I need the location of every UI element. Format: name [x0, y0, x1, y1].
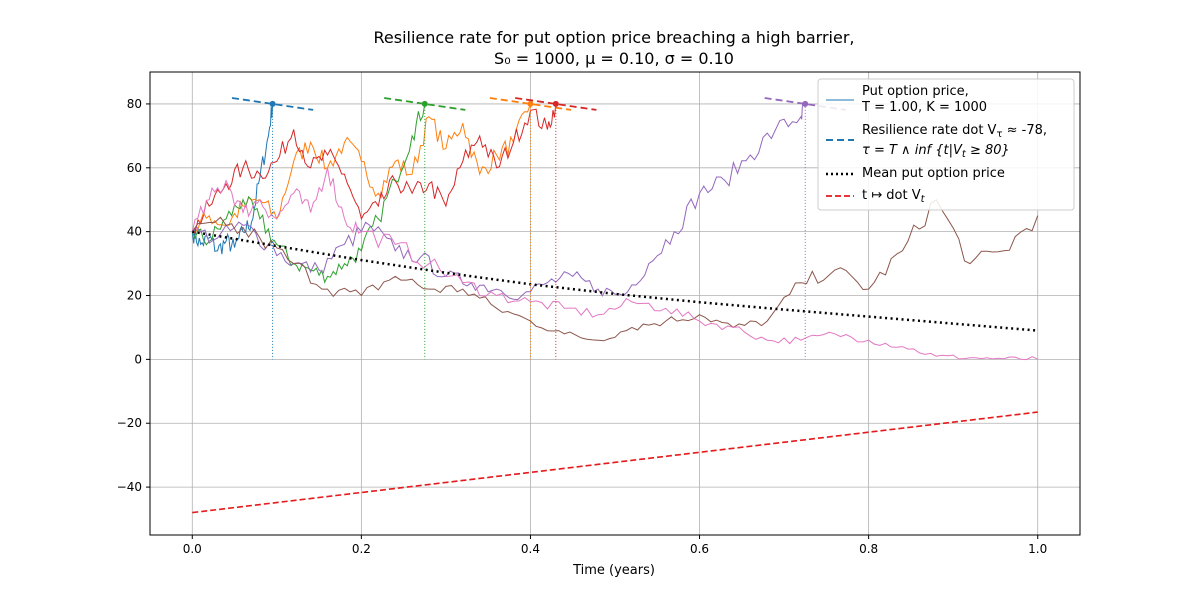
x-tick-label: 0.4	[521, 542, 540, 556]
y-tick-label: 60	[127, 161, 142, 175]
series-group	[191, 101, 1039, 514]
mean-put-price-line	[192, 230, 1038, 332]
resilience-tangent-line	[231, 97, 314, 111]
resilience-tangent-line	[384, 97, 466, 111]
legend: Put option price, T = 1.00, K = 1000 Res…	[817, 78, 1075, 211]
series-line-path-5	[191, 101, 806, 301]
x-axis-label: Time (years)	[572, 563, 655, 578]
y-ticks: −40 −20 0 20 40 60 80	[117, 97, 150, 494]
legend-box	[817, 78, 1075, 211]
legend-resilience-label-line1: Resilience rate dot Vτ ≈ -78,	[862, 123, 1047, 140]
hit-marker-dot	[527, 100, 534, 107]
legend-resilience-text2: τ = T ∧ inf {t|V	[862, 143, 963, 158]
y-tick-label: 20	[127, 289, 142, 303]
chart-title-line1: Resilience rate for put option price bre…	[374, 28, 855, 47]
y-tick-label: −20	[117, 416, 142, 430]
legend-resilience-text1: Resilience rate dot V	[862, 123, 997, 138]
hit-markers-group	[231, 97, 846, 360]
legend-resilience-label-line2: τ = T ∧ inf {t|Vt ≥ 80}	[862, 143, 1010, 160]
series-line-path-4	[192, 103, 557, 234]
hit-marker-dot	[421, 100, 428, 107]
x-tick-label: 1.0	[1028, 542, 1047, 556]
legend-resilience-sub1: τ	[996, 129, 1002, 140]
legend-resilience-sub2: t	[962, 149, 967, 160]
y-tick-label: 0	[134, 352, 142, 366]
legend-resilience-tail1: ≈ -78,	[1002, 123, 1047, 138]
legend-put-label-line2: T = 1.00, K = 1000	[861, 100, 987, 115]
legend-resilience-tail2: ≥ 80}	[966, 143, 1010, 158]
y-tick-label: 40	[127, 225, 142, 239]
hit-marker-dot	[552, 100, 559, 107]
hit-marker-dot	[269, 100, 276, 107]
x-tick-label: 0.6	[690, 542, 709, 556]
x-ticks: 0.0 0.2 0.4 0.6 0.8 1.0	[183, 535, 1047, 556]
series-line-path-6	[191, 198, 1039, 342]
x-tick-label: 0.2	[352, 542, 371, 556]
resilience-tangent-line	[489, 97, 572, 111]
y-tick-label: −40	[117, 480, 142, 494]
legend-mean-label: Mean put option price	[862, 166, 1005, 181]
series-line-path-3	[191, 103, 426, 284]
x-tick-label: 0.8	[859, 542, 878, 556]
y-tick-label: 80	[127, 97, 142, 111]
legend-put-label-line1: Put option price,	[862, 84, 969, 99]
hit-marker-dot	[802, 100, 809, 107]
legend-rate-sub: t	[921, 194, 926, 205]
series-line-path-7	[191, 167, 1038, 361]
legend-rate-label: t ↦ dot Vt	[862, 188, 926, 205]
rate-line	[192, 411, 1038, 514]
chart-title-line2: S₀ = 1000, μ = 0.10, σ = 0.10	[494, 49, 734, 68]
legend-rate-text: t ↦ dot V	[862, 188, 921, 203]
resilience-tangent-line	[515, 97, 597, 111]
plot-frame	[149, 71, 1081, 536]
x-tick-label: 0.0	[183, 542, 202, 556]
